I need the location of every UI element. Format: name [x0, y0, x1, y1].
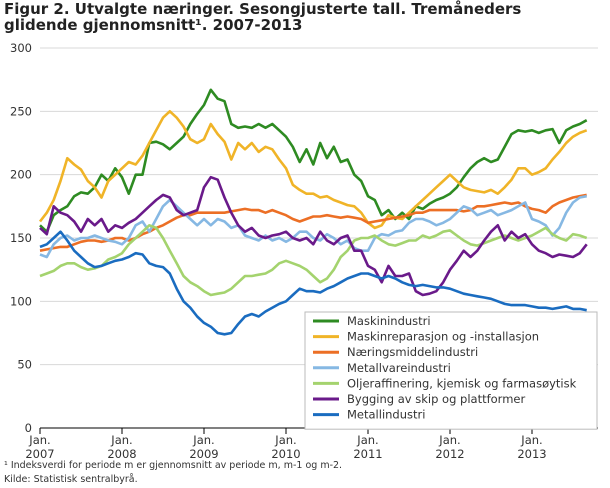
source: Kilde: Statistisk sentralbyrå.	[4, 474, 138, 485]
x-tick-label: Jan. 2011	[353, 433, 382, 461]
series-line	[38, 110, 588, 230]
y-tick-label: 250	[10, 104, 32, 118]
series-line	[39, 230, 587, 336]
legend-label: Metallvareindustri	[347, 361, 451, 375]
y-tick-label: 200	[10, 168, 32, 182]
series-line	[39, 193, 587, 252]
y-tick-label: 50	[17, 358, 32, 372]
series-line	[39, 175, 588, 297]
legend-label: Oljeraffinering, kjemisk og farmasøytisk	[347, 376, 577, 390]
legend-label: Næringsmiddelindustri	[347, 345, 478, 359]
legend-label: Maskinreparasjon og -installasjon	[347, 330, 539, 344]
y-tick-label: 150	[10, 231, 32, 245]
x-tick-label: Jan. 2009	[189, 433, 218, 461]
x-tick-label: Jan. 2007	[25, 433, 54, 461]
series-line	[39, 194, 587, 259]
x-tick-label: Jan. 2008	[107, 433, 136, 461]
legend-label: Maskinindustri	[347, 314, 431, 328]
x-tick-label: Jan. 2013	[517, 433, 546, 461]
y-tick-label: 0	[25, 421, 32, 435]
legend-label: Metallindustri	[347, 408, 425, 422]
x-tick-label: Jan. 2012	[435, 433, 464, 461]
series-line	[39, 224, 588, 297]
y-tick-label: 300	[10, 41, 32, 55]
y-tick-label: 100	[10, 294, 32, 308]
chart-title: Figur 2. Utvalgte næringer. Sesongjuster…	[4, 0, 522, 34]
series-line	[39, 88, 588, 233]
x-tick-label: Jan. 2010	[271, 433, 300, 461]
footnote: ¹ Indeksverdi for periode m er gjennomsn…	[4, 460, 343, 471]
legend-box	[304, 311, 598, 430]
legend-label: Bygging av skip og plattformer	[347, 392, 525, 406]
